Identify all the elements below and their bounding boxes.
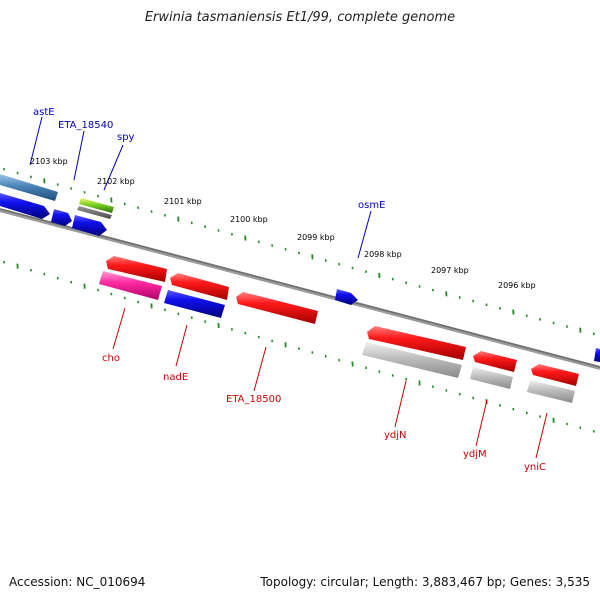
gene-forward-feature[interactable] [72, 215, 107, 236]
gene-label-nadE[interactable]: nadE [163, 372, 188, 383]
gene-nadE-feature[interactable] [170, 273, 229, 300]
gene-ETA_18500-feature[interactable] [236, 292, 318, 324]
gene-nadE-blue-feature[interactable] [164, 290, 225, 318]
gene-label-ydjM[interactable]: ydjM [463, 449, 487, 460]
kbp-label: 2099 kbp [297, 233, 335, 242]
accession-text: Accession: NC_010694 [9, 575, 146, 589]
gene-yniC-feature[interactable] [531, 364, 579, 386]
gene-label-cho[interactable]: cho [102, 353, 120, 364]
page-title: Erwinia tasmaniensis Et1/99, complete ge… [144, 10, 456, 25]
kbp-label: 2097 kbp [431, 266, 469, 275]
gene-forward-feature[interactable] [594, 348, 600, 362]
gene-cho-pink-feature[interactable] [99, 271, 162, 300]
gene-forward-feature[interactable] [0, 193, 50, 219]
gene-label-ETA_18540[interactable]: ETA_18540 [58, 120, 113, 131]
gene-forward-feature[interactable] [51, 209, 72, 226]
gene-ydjN-gray-feature[interactable] [362, 342, 462, 378]
gene-cho-feature[interactable] [106, 256, 167, 282]
reverse-strand-features [99, 256, 579, 403]
kbp-label: 2100 kbp [230, 215, 268, 224]
gene-label-spy[interactable]: spy [117, 132, 135, 143]
gene-label-osmE[interactable]: osmE [358, 200, 385, 211]
gene-yniC-gray-feature[interactable] [527, 380, 575, 403]
gene-ydjM-gray-feature[interactable] [470, 367, 513, 389]
tick-row-outer [3, 167, 595, 336]
gene-feature-dark[interactable] [77, 206, 112, 219]
gene-ydjN-feature[interactable] [367, 326, 466, 360]
kbp-label: 2101 kbp [164, 197, 202, 206]
genome-summary-text: Topology: circular; Length: 3,883,467 bp… [260, 575, 590, 589]
kbp-label: 2098 kbp [364, 250, 402, 259]
gene-spy-feature[interactable] [79, 198, 114, 213]
gene-label-ydjN[interactable]: ydjN [384, 430, 407, 441]
gene-label-ETA_18500[interactable]: ETA_18500 [226, 394, 281, 405]
kbp-label: 2102 kbp [97, 177, 135, 186]
kbp-label: 2096 kbp [498, 281, 536, 290]
kbp-label: 2103 kbp [30, 157, 68, 166]
forward-strand-features [0, 174, 600, 362]
reverse-gene-labels: cho nadE ETA_18500 ydjN ydjM yniC [102, 353, 546, 473]
gene-label-astE[interactable]: astE [33, 107, 55, 118]
gene-ydjM-feature[interactable] [473, 351, 517, 372]
forward-label-lines [29, 116, 372, 259]
kbp-labels: 2103 kbp 2102 kbp 2101 kbp 2100 kbp 2099… [30, 157, 536, 290]
reverse-label-lines [112, 307, 548, 459]
forward-gene-labels: astE ETA_18540 spy osmE [33, 107, 385, 211]
gene-forward-feature[interactable] [335, 289, 358, 305]
gene-astE-feature[interactable] [0, 174, 58, 201]
genome-backbone [0, 208, 600, 370]
gene-label-yniC[interactable]: yniC [524, 462, 546, 473]
